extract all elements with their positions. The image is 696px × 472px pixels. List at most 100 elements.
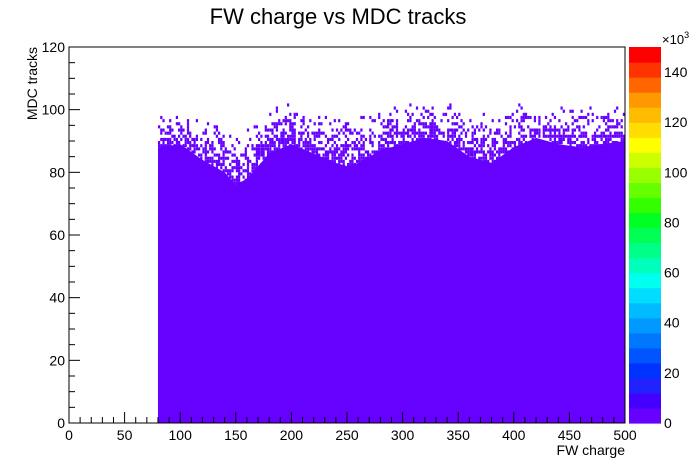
heatmap-bin (384, 147, 388, 151)
heatmap-bin (602, 115, 606, 120)
heatmap-bin (553, 115, 557, 120)
heatmap-bin (333, 147, 336, 151)
heatmap-bin (509, 134, 512, 138)
heatmap-bin (280, 137, 283, 142)
heatmap-bin (282, 131, 285, 135)
heatmap-bin (238, 172, 241, 176)
heatmap-bin (342, 162, 345, 167)
heatmap-bin (244, 153, 247, 157)
heatmap-bin (213, 125, 216, 129)
heatmap-bin (504, 131, 508, 135)
heatmap-bin (382, 125, 385, 129)
heatmap-bin (215, 153, 219, 157)
heatmap-bin (442, 131, 445, 135)
heatmap-bin (427, 137, 430, 142)
colorbar-segment (629, 362, 661, 379)
heatmap-bin (478, 128, 481, 132)
heatmap-bin (273, 134, 276, 138)
heatmap-bin (302, 131, 305, 135)
heatmap-bin (565, 134, 568, 138)
heatmap-bin (222, 153, 225, 157)
heatmap-bin (407, 141, 410, 145)
heatmap-bin (240, 153, 243, 157)
x-tick-label: 150 (224, 427, 248, 443)
heatmap-bin (311, 144, 314, 148)
x-tick-label: 200 (280, 427, 304, 443)
heatmap-bin (562, 137, 565, 142)
heatmap-bin (289, 122, 292, 126)
colorbar-segment (629, 212, 661, 229)
heatmap-bin (498, 156, 501, 160)
heatmap-bin (378, 115, 381, 120)
heatmap-bin (173, 137, 176, 142)
heatmap-bin (369, 137, 372, 142)
heatmap-bin (166, 125, 170, 129)
colorbar-segment (629, 92, 661, 108)
heatmap-bin (275, 109, 279, 113)
heatmap-bin (175, 122, 179, 126)
heatmap-bin (331, 128, 334, 132)
heatmap-bin (616, 131, 619, 135)
heatmap-bin (451, 115, 454, 120)
heatmap-bin (211, 150, 214, 154)
heatmap-bin (520, 144, 523, 148)
heatmap-bin (518, 103, 521, 107)
heatmap-bin (509, 144, 512, 148)
heatmap-bin (275, 122, 279, 126)
heatmap-bin (215, 128, 219, 132)
heatmap-bin (162, 137, 165, 142)
heatmap-bin (513, 141, 517, 145)
heatmap-bin (538, 122, 541, 126)
heatmap-bin (395, 119, 399, 123)
heatmap-bin (602, 134, 606, 138)
heatmap-bin (382, 131, 385, 135)
heatmap-bin (460, 131, 463, 135)
heatmap-bin (335, 150, 339, 154)
heatmap-bin (531, 134, 534, 138)
heatmap-bin (600, 144, 603, 148)
heatmap-bin (213, 131, 216, 135)
heatmap-bin (536, 131, 539, 135)
heatmap-bin (333, 159, 336, 163)
heatmap-sparse-bins (158, 103, 626, 185)
heatmap-bin (553, 137, 557, 142)
heatmap-bin (229, 172, 232, 176)
heatmap-bin (233, 159, 236, 163)
heatmap-bin (166, 137, 170, 142)
heatmap-bin (484, 156, 488, 160)
heatmap-bin (407, 131, 410, 135)
heatmap-bin (387, 119, 390, 123)
heatmap-bin (431, 122, 434, 126)
heatmap-bin (516, 109, 519, 113)
heatmap-bin (307, 147, 310, 151)
heatmap-bin (482, 144, 485, 148)
heatmap-bin (527, 115, 530, 120)
heatmap-bin (431, 119, 434, 123)
heatmap-bin (293, 144, 296, 148)
heatmap-bin (184, 144, 187, 148)
heatmap-bin (616, 141, 619, 145)
heatmap-bin (313, 122, 316, 126)
heatmap-bin (329, 122, 332, 126)
heatmap-bin (484, 137, 488, 142)
heatmap-bin (533, 115, 537, 120)
heatmap-bin (235, 181, 239, 185)
heatmap-bin (222, 169, 225, 173)
heatmap-bin (195, 134, 199, 138)
heatmap-bin (547, 122, 550, 126)
heatmap-bin (378, 150, 381, 154)
heatmap-bin (607, 137, 610, 142)
heatmap-bin (558, 141, 561, 145)
heatmap-bin (342, 131, 345, 135)
heatmap-bin (269, 144, 272, 148)
heatmap-bin (582, 144, 585, 148)
heatmap-bin (491, 159, 494, 163)
heatmap-bin (502, 147, 505, 151)
heatmap-bin (342, 150, 345, 154)
heatmap-bin (382, 137, 385, 142)
heatmap-bin (565, 128, 568, 132)
heatmap-bin (213, 159, 216, 163)
heatmap-bin (364, 150, 368, 154)
heatmap-bin (178, 134, 181, 138)
heatmap-bin (578, 144, 581, 148)
